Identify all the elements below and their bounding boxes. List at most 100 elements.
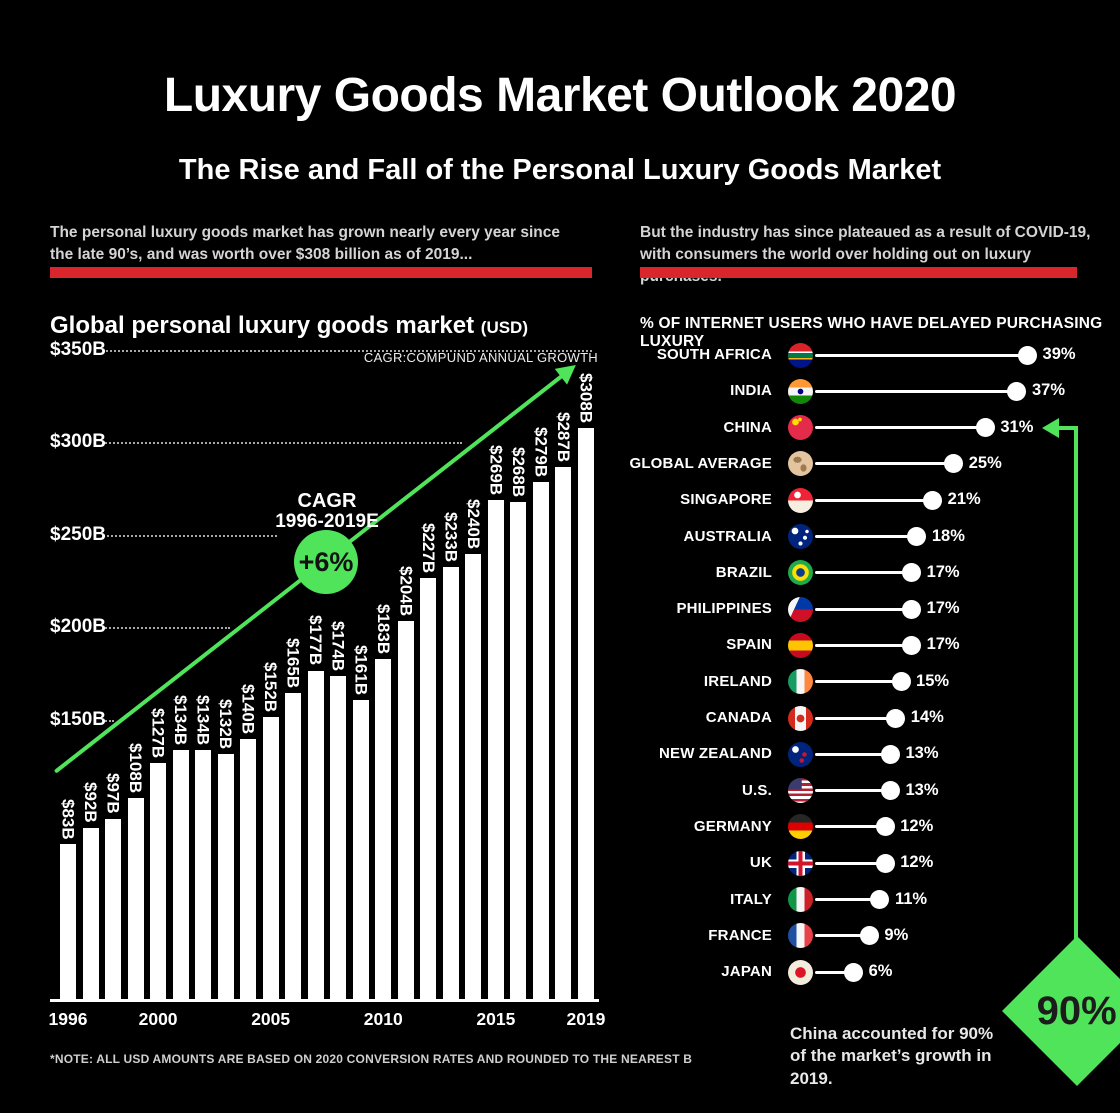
bar-2007 [307,670,324,1001]
bar-value-label: $134B [171,695,191,746]
lollipop-dot [891,672,911,692]
left-chart-title: Global personal luxury goods market (USD… [50,312,528,340]
country-label: U.S. [742,781,772,799]
lollipop-line [815,426,986,430]
lollipop-line [815,680,902,684]
lollipop-dot [875,817,895,837]
lollipop-line [815,970,854,974]
percent-label: 11% [894,889,928,908]
left-intro-text: The personal luxury goods market has gro… [50,223,560,263]
x-axis-label: 1996 [48,1009,88,1029]
country-label: NEW ZEALAND [658,745,772,763]
bar-value-label: $152B [261,661,281,712]
bar-value-label: $240B [463,498,483,549]
percent-label: 17% [926,635,960,654]
country-label: AUSTRALIA [683,527,772,545]
china-growth-percent: 90% [1036,988,1118,1033]
bar-value-label: $97B [103,772,123,814]
x-axis-label: 2019 [566,1009,606,1029]
bar-value-label: $227B [418,522,438,574]
bar-2000 [150,763,167,1001]
lollipop-line [815,353,1028,357]
page-subtitle: The Rise and Fall of the Personal Luxury… [178,154,942,187]
bar-value-label: $269B [486,445,506,496]
percent-label: 17% [926,562,960,581]
percent-label: 13% [905,780,939,799]
country-label: IRELAND [703,672,772,690]
lollipop-dot [875,853,895,873]
lollipop-dot [975,418,995,438]
cagr-definition-note: CAGR:COMPUND ANNUAL GROWTH [363,350,598,365]
cagr-label: CAGR [297,490,357,512]
lollipop-line [815,825,886,829]
bar-1997 [82,827,99,1001]
lollipop-line [815,861,886,865]
country-label: JAPAN [721,963,772,981]
cagr-value-badge: +6% [294,530,358,594]
bar-value-label: $308B [576,373,596,424]
lollipop-dot [886,708,906,728]
gridline-300 [102,442,462,444]
bar-2001 [172,750,189,1001]
lollipop-dot [881,744,900,764]
lollipop-line [815,389,1017,393]
gridline-250 [102,534,277,537]
bar-value-label: $134B [193,695,213,746]
bar-2010 [375,659,392,1001]
country-label: GLOBAL AVERAGE [629,454,772,472]
lollipop-line [815,752,891,756]
left-chart-title-unit: (USD) [480,318,528,337]
bar-value-label: $165B [283,637,303,688]
bar-value-label: $161B [351,645,371,696]
flag-australia-icon [788,524,813,549]
china-growth-caption: China accounted for 90% of the market’s … [790,1024,994,1088]
lollipop-dot [859,926,879,946]
x-axis-label: 2000 [138,1009,178,1029]
x-axis-label: 2005 [251,1009,291,1029]
flag-new-zealand-icon [788,741,813,767]
right-intro-text: But the industry has since plateaued as … [640,223,1091,285]
lollipop-line [815,462,954,466]
flag-us-icon [788,778,813,804]
flag-germany-icon [788,814,813,840]
lollipop-dot [907,527,927,546]
bar-2006 [285,692,302,1001]
lollipop-line [815,789,891,793]
bar-1996 [60,844,76,1001]
lollipop-line [815,934,870,938]
bar-value-label: $183B [373,604,393,655]
bar-1998 [105,818,122,1001]
flag-italy-icon [788,887,813,912]
bar-value-label: $204B [396,565,416,616]
percent-label: 12% [900,816,934,835]
percent-label: 17% [926,599,960,618]
flag-singapore-icon [788,487,813,513]
percent-label: 13% [905,744,939,763]
country-label: UK [749,854,772,872]
lollipop-dot [902,599,922,619]
gridline-150 [102,719,114,722]
bar-value-label: $83B [58,798,78,840]
lollipop-line [815,898,880,901]
lollipop-line [815,643,912,647]
percent-label: 15% [916,671,950,690]
page-title: Luxury Goods Market Outlook 2020 [163,69,957,123]
lollipop-line [815,716,896,720]
bar-2014 [465,554,482,1001]
bar-2008 [330,676,347,1001]
country-label: SINGAPORE [680,491,772,509]
percent-label: 21% [947,490,981,509]
right-divider-bar [640,267,1077,278]
country-label: CHINA [723,418,772,436]
bar-value-label: $287B [553,411,573,463]
y-axis-label: $250B [50,523,106,545]
bar-value-label: $233B [441,511,461,562]
y-axis-label: $150B [50,708,106,730]
flag-philippines-icon [788,596,813,622]
lollipop-dot [844,962,864,982]
bar-2013 [442,566,459,1001]
bar-value-label: $127B [148,707,168,759]
flag-china-icon [788,415,813,441]
flag-france-icon [788,923,813,949]
